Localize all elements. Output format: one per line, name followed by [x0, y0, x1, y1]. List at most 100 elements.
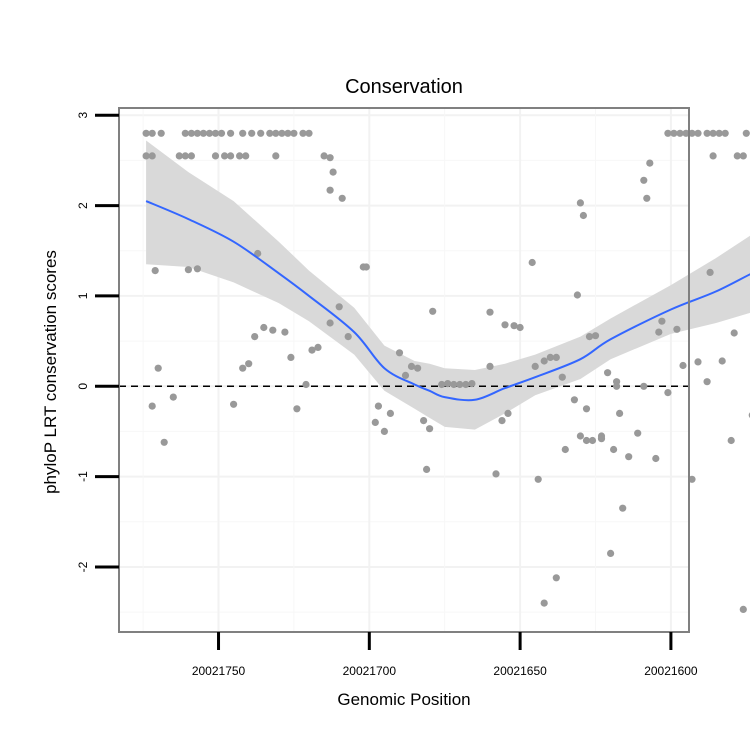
data-point	[510, 322, 518, 330]
x-axis-title: Genomic Position	[337, 690, 470, 709]
data-point	[205, 129, 214, 137]
data-point	[643, 194, 651, 202]
data-point	[193, 265, 201, 273]
data-point	[679, 361, 687, 370]
data-point	[187, 152, 195, 160]
data-point	[640, 176, 648, 184]
data-point	[640, 382, 648, 390]
data-point	[528, 258, 536, 267]
data-point	[429, 307, 437, 315]
data-point	[160, 438, 168, 446]
data-point	[694, 129, 702, 137]
data-point	[181, 129, 189, 137]
y-tick-label: -2	[76, 561, 90, 572]
data-point	[326, 186, 334, 194]
data-point	[591, 332, 600, 340]
data-point	[227, 152, 235, 160]
data-point	[362, 263, 370, 271]
data-point	[688, 475, 696, 483]
data-point	[730, 329, 738, 337]
data-point	[504, 409, 512, 417]
data-point	[739, 605, 747, 614]
data-point	[284, 129, 292, 137]
data-point	[157, 129, 165, 137]
data-point	[380, 427, 388, 435]
data-point	[217, 129, 226, 137]
data-point	[230, 400, 238, 408]
data-point	[395, 349, 404, 357]
data-point	[616, 409, 624, 417]
y-axis-title: phyloP LRT conservation scores	[41, 250, 60, 494]
data-point	[468, 380, 476, 388]
data-point	[658, 317, 666, 325]
data-point	[278, 129, 286, 137]
x-tick-label: 20021600	[644, 664, 698, 678]
data-point	[308, 346, 316, 354]
data-point	[242, 152, 250, 160]
data-point	[236, 152, 244, 160]
y-tick-label: 1	[76, 292, 90, 299]
data-point	[287, 353, 295, 361]
data-point	[227, 129, 235, 137]
data-point	[709, 152, 717, 160]
data-point	[585, 333, 594, 341]
data-point	[462, 380, 470, 389]
data-point	[703, 129, 711, 137]
data-point	[664, 129, 672, 137]
data-point	[546, 353, 554, 361]
data-point	[299, 129, 307, 137]
data-point	[673, 325, 681, 333]
data-point	[610, 445, 618, 454]
data-point	[148, 402, 156, 410]
data-point	[450, 380, 458, 389]
data-point	[320, 152, 328, 160]
data-point	[739, 152, 747, 160]
data-point	[335, 303, 343, 311]
data-point	[239, 364, 247, 372]
data-point	[561, 445, 569, 454]
data-point	[414, 364, 422, 372]
data-points	[142, 129, 750, 614]
data-point	[588, 436, 597, 445]
data-point	[582, 405, 591, 413]
data-point	[193, 129, 201, 137]
data-point	[619, 504, 627, 512]
data-point	[540, 599, 548, 607]
data-point	[211, 129, 220, 137]
data-point	[582, 436, 591, 445]
data-point	[721, 129, 729, 137]
data-point	[251, 333, 259, 341]
x-axis: 20021750 20021700 20021650 20021600	[192, 632, 698, 678]
data-point	[305, 129, 313, 137]
data-point	[676, 129, 684, 137]
data-point	[655, 328, 663, 336]
data-point	[558, 373, 566, 381]
data-point	[148, 129, 156, 137]
data-point	[290, 129, 298, 137]
data-point	[338, 194, 346, 202]
data-point	[486, 308, 494, 316]
y-axis: 3 2 1 0 -1 -2	[76, 112, 119, 572]
data-point	[552, 574, 560, 582]
data-point	[540, 357, 548, 365]
data-point	[269, 326, 277, 334]
chart-title: Conservation	[345, 76, 463, 98]
data-point	[326, 154, 334, 162]
data-point	[703, 378, 711, 386]
data-point	[715, 129, 723, 137]
data-point	[187, 129, 195, 137]
data-point	[625, 453, 633, 461]
data-point	[239, 129, 247, 137]
confidence-ribbon	[146, 140, 750, 430]
data-point	[709, 129, 717, 137]
data-point	[329, 168, 337, 176]
data-point	[531, 362, 539, 370]
data-point	[634, 429, 642, 437]
data-point	[184, 266, 192, 274]
data-point	[694, 358, 702, 366]
data-point	[570, 396, 579, 404]
data-point	[248, 129, 256, 137]
y-tick-label: 2	[76, 202, 90, 209]
data-point	[576, 199, 585, 207]
